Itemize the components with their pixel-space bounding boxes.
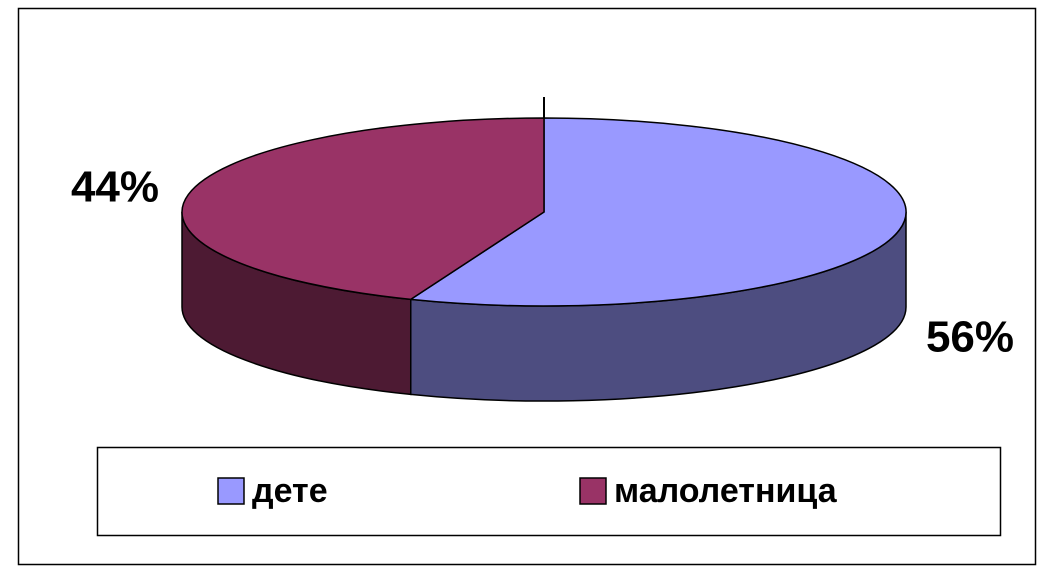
legend-label: малолетница [614, 472, 838, 510]
data-label: 56% [926, 313, 1014, 362]
legend-swatch [579, 477, 607, 505]
legend-swatch [217, 477, 245, 505]
legend-box [96, 446, 1002, 537]
legend-label: дете [252, 472, 328, 510]
pie-slice [408, 117, 907, 307]
data-label: 44% [71, 163, 159, 212]
pie-slice [181, 117, 545, 301]
